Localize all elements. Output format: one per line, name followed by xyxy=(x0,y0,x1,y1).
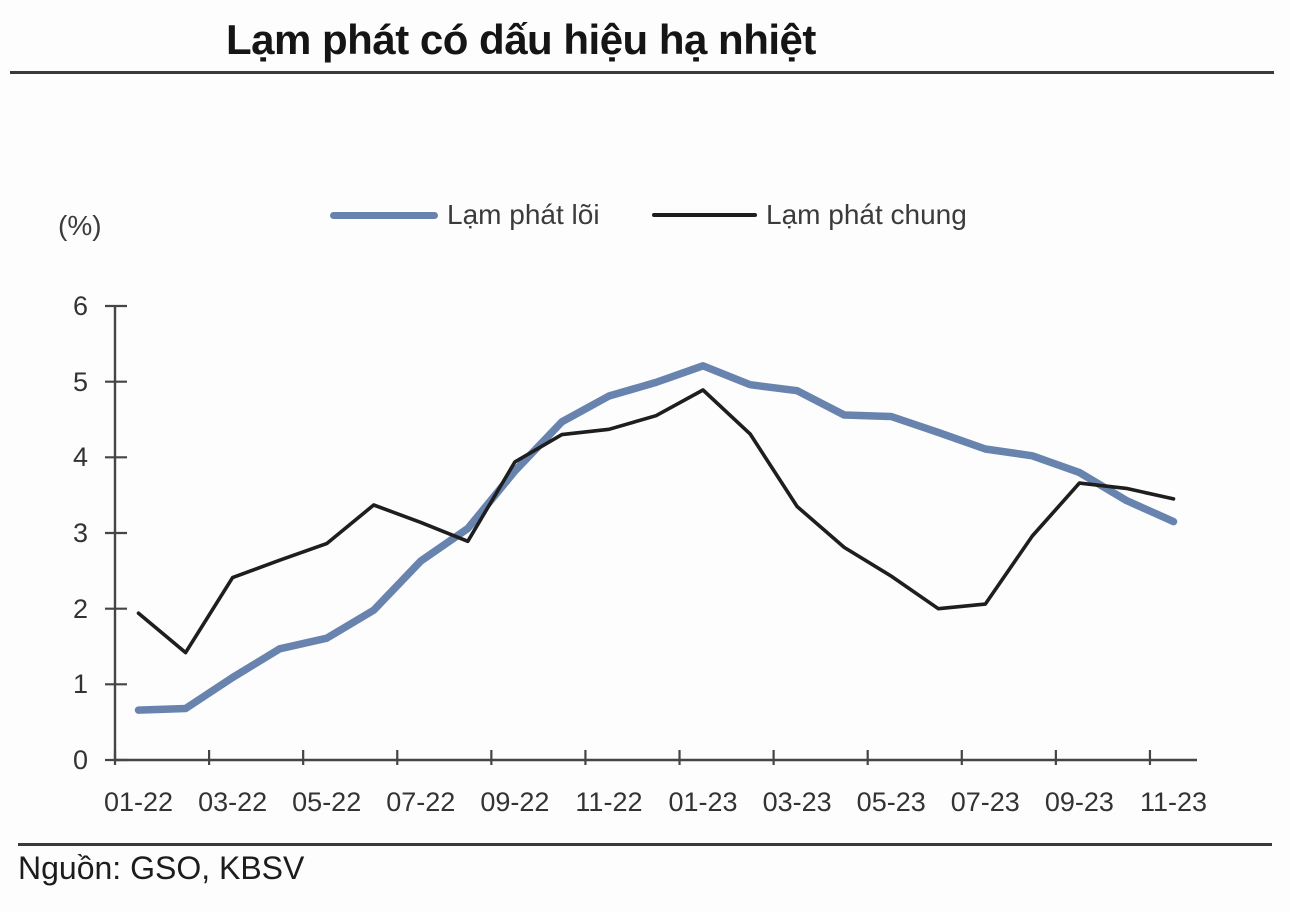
y-axis-tick-label: 6 xyxy=(72,291,88,321)
x-axis-tick-label: 07-22 xyxy=(386,787,456,817)
chart-title: Lạm phát có dấu hiệu hạ nhiệt xyxy=(226,16,816,63)
y-axis-tick-label: 0 xyxy=(72,745,88,775)
y-axis-tick-label: 4 xyxy=(72,442,88,473)
x-axis-tick-label: 09-23 xyxy=(1044,787,1114,817)
x-axis-tick-label: 01-23 xyxy=(668,787,738,817)
core-line-swatch xyxy=(330,211,438,219)
legend-item-core: Lạm phát lõi xyxy=(330,198,600,232)
x-axis-tick-label: 05-22 xyxy=(292,787,362,817)
x-axis-tick-label: 01-22 xyxy=(103,787,174,817)
y-axis-tick-label: 3 xyxy=(72,518,88,548)
y-axis-tick-label: 5 xyxy=(72,366,88,397)
y-axis-tick-label: 2 xyxy=(72,593,88,624)
legend-label-core: Lạm phát lõi xyxy=(447,199,600,230)
headline-inflation-line xyxy=(136,388,1176,655)
x-axis-tick-label: 03-23 xyxy=(762,787,832,817)
x-axis-tick-label: 07-23 xyxy=(950,787,1020,817)
x-axis-tick-label: 11-22 xyxy=(575,787,643,817)
y-axis-unit-label: (%) xyxy=(58,210,102,241)
x-axis-tick-label: 11-23 xyxy=(1139,787,1207,817)
y-axis-tick-label: 1 xyxy=(72,669,88,700)
x-axis-tick-label: 05-23 xyxy=(856,787,926,817)
footer-separator xyxy=(18,843,1272,846)
headline-line-swatch xyxy=(652,213,757,217)
title-separator xyxy=(10,71,1274,74)
x-axis-tick-label: 09-22 xyxy=(480,787,550,817)
legend-label-headline: Lạm phát chung xyxy=(766,199,967,230)
x-axis-tick-label: 03-22 xyxy=(198,787,268,817)
core-inflation-line xyxy=(134,362,1178,714)
source-note: Nguồn: GSO, KBSV xyxy=(18,850,305,886)
legend-item-headline: Lạm phát chung xyxy=(652,198,967,232)
